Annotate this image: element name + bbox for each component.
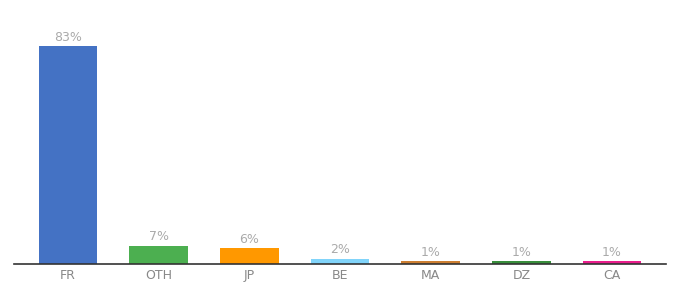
- Bar: [311, 259, 369, 264]
- Text: 6%: 6%: [239, 233, 259, 246]
- Text: 1%: 1%: [421, 246, 441, 259]
- Bar: [401, 261, 460, 264]
- Text: 7%: 7%: [149, 230, 169, 243]
- Bar: [39, 46, 97, 264]
- Text: 83%: 83%: [54, 31, 82, 44]
- Bar: [220, 248, 279, 264]
- Text: 1%: 1%: [602, 246, 622, 259]
- Bar: [492, 261, 551, 264]
- Bar: [129, 246, 188, 264]
- Text: 1%: 1%: [511, 246, 531, 259]
- Bar: [583, 261, 641, 264]
- Text: 2%: 2%: [330, 243, 350, 256]
